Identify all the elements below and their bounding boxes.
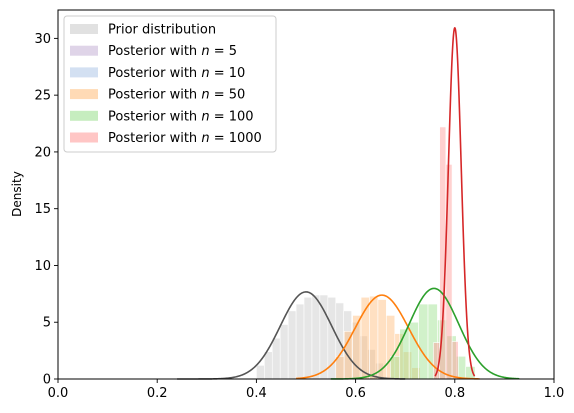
hist-bar-prior-distribution (319, 294, 329, 380)
y-tick-label: 30 (34, 32, 51, 47)
legend-label: Posterior with n = 5 (108, 44, 237, 59)
y-tick-label: 0 (43, 373, 51, 388)
hist-bar-prior-distribution (303, 296, 313, 380)
legend-label: Prior distribution (108, 23, 216, 38)
hist-bar-posterior-with-n-50 (369, 295, 379, 380)
hist-bar-posterior-with-n-100 (390, 355, 401, 380)
hist-bar-prior-distribution (271, 337, 281, 380)
y-tick-label: 25 (34, 89, 51, 104)
x-axis: 0.0 0.2 0.4 0.6 0.8 1.0 (48, 379, 565, 401)
plot-frame (57, 9, 555, 380)
legend-label: Posterior with n = 1000 (108, 131, 262, 146)
legend-swatch (70, 89, 98, 100)
y-axis: 0 5 10 15 20 25 30 (34, 32, 58, 388)
hist-bar-prior-distribution (287, 310, 297, 380)
x-tick-label: 0.4 (246, 386, 267, 401)
curve-posterior-with-n-50 (296, 294, 480, 380)
x-tick-label: 0.0 (48, 386, 69, 401)
y-tick-label: 15 (34, 202, 51, 217)
legend-swatch (70, 132, 98, 143)
x-tick-label: 0.2 (147, 386, 168, 401)
hist-bar-prior-distribution (279, 324, 289, 380)
legend-box (63, 15, 277, 153)
hist-bar-posterior-with-n-100 (418, 303, 429, 380)
legend-label: Posterior with n = 100 (108, 109, 254, 124)
hist-bar-prior-distribution (264, 351, 273, 380)
curve-posterior-with-n-1000 (434, 26, 476, 377)
hist-bar-prior-distribution (295, 303, 305, 380)
y-tick-label: 5 (43, 316, 51, 331)
legend-label: Posterior with n = 50 (108, 88, 245, 103)
legend-swatch (70, 24, 98, 34)
legend-swatch (70, 110, 98, 121)
hist-bar-posterior-with-n-100 (399, 328, 410, 380)
y-tick-label: 10 (34, 259, 51, 274)
hist-bar-prior-distribution (311, 294, 321, 380)
y-axis-label: Density (10, 171, 24, 217)
legend-swatch (70, 45, 98, 56)
legend: Prior distribution Posterior with n = 5 Po… (63, 15, 277, 153)
legend-swatch (70, 67, 98, 78)
x-tick-label: 1.0 (544, 386, 565, 401)
hist-bar-prior-distribution (256, 365, 265, 380)
y-tick-label: 20 (34, 145, 51, 160)
x-tick-label: 0.6 (345, 386, 366, 401)
hist-bar-posterior-with-n-50 (335, 355, 345, 380)
curve-posterior-with-n-100 (330, 287, 520, 380)
hist-bar-posterior-with-n-1000 (451, 341, 459, 380)
legend-label: Posterior with n = 10 (108, 66, 245, 81)
x-tick-label: 0.8 (444, 386, 465, 401)
